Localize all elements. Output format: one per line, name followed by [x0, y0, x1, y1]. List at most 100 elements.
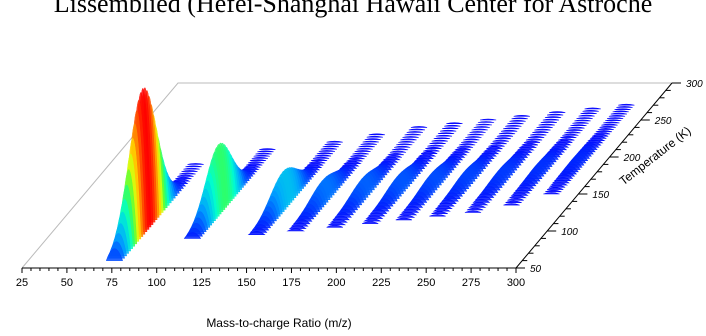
peak-slice [398, 141, 415, 143]
peak-slice [454, 147, 472, 151]
peak-slice [510, 192, 529, 196]
peak-slice [511, 117, 528, 120]
y-tick-label: 250 [654, 116, 672, 127]
peak-slice [316, 152, 334, 155]
peak-slice [466, 207, 484, 211]
peak-slice [366, 135, 383, 138]
y-tick-label: 200 [623, 153, 641, 164]
peak-slice [437, 202, 455, 207]
peak-slice [507, 122, 524, 125]
peak-slice [490, 141, 507, 145]
peak-series [503, 107, 601, 206]
x-tick-label: 125 [192, 277, 210, 289]
x-tick-label: 200 [327, 277, 345, 289]
peak-slice [404, 133, 421, 136]
peak-slice [288, 225, 307, 229]
peak-slice [396, 143, 413, 146]
peak-slice [591, 134, 609, 137]
peak-slice [181, 170, 198, 172]
peak-slice [410, 126, 428, 128]
peak-series [395, 118, 497, 221]
peak-slice [244, 165, 261, 168]
peak-slice [496, 134, 514, 137]
peak-slice [408, 128, 426, 131]
peak-slice [530, 133, 547, 136]
peak-series [247, 140, 343, 235]
peak-slice [553, 176, 572, 181]
peak-slice [385, 154, 402, 158]
peak-slice [469, 131, 486, 133]
peak-slice [616, 106, 633, 108]
peak-slice [551, 179, 570, 184]
peak-slice [364, 138, 381, 140]
peak-slice [420, 151, 438, 154]
peak-series [464, 111, 566, 213]
y-tick-label: 150 [592, 190, 609, 201]
peak-slice [473, 126, 490, 128]
peak-slice [365, 215, 384, 219]
peak-slice [354, 150, 371, 152]
peak-slice [352, 152, 369, 155]
peak-slice [505, 124, 522, 127]
peak-slice [465, 136, 482, 138]
peak-slice [391, 148, 409, 151]
peak-slice [434, 205, 453, 210]
peak-slice [542, 118, 560, 121]
x-axis-title: Mass-to-charge Ratio (m/z) [206, 316, 351, 330]
y-tick-label: 50 [530, 264, 542, 275]
peak-slice [433, 137, 450, 139]
peak-slice [549, 111, 566, 113]
peak-slice [401, 208, 420, 213]
peak-slice [467, 133, 484, 136]
peak-series [286, 133, 385, 232]
caption-fragment: Lissemblied (Hefei-Shanghai Hawaii Cente… [53, 0, 653, 18]
peak-slice [396, 214, 416, 218]
peak-slice [327, 221, 346, 226]
peak-slice [179, 172, 196, 175]
peak-slice [439, 129, 457, 132]
peak-slice [306, 162, 324, 166]
peak-slice [513, 114, 530, 117]
peak-slice [521, 142, 539, 146]
peak-slice [471, 128, 488, 131]
peak-slice [400, 138, 417, 141]
axes-layer: 25 50 75 100 125 150 175 200 225 250 275 300 Mass-to… [16, 79, 703, 330]
peak-slice [518, 144, 537, 148]
peak-slice [584, 107, 601, 110]
plot-frame [21, 82, 672, 269]
peak-slice [548, 184, 566, 188]
peaks-layer [105, 87, 635, 261]
peak-slice [590, 136, 607, 139]
peak-slice [246, 163, 263, 166]
peak-slice [544, 116, 562, 118]
peak-slice [431, 139, 448, 142]
peak-slice [356, 147, 373, 150]
peak-slice [582, 110, 599, 112]
peak-slice [442, 127, 459, 129]
peak-slice [249, 159, 267, 161]
peak-slice [472, 198, 491, 203]
peak-slice [508, 195, 527, 199]
peak-slice [599, 125, 616, 128]
peak-slice [257, 150, 274, 153]
peak-slice [597, 128, 614, 130]
peak-slice [474, 195, 493, 201]
peak-slice [558, 138, 575, 141]
peak-slice [606, 117, 624, 119]
peak-slice [444, 124, 461, 127]
peak-slice [527, 135, 545, 138]
peak-slice [566, 129, 583, 131]
peak-slice [326, 224, 343, 228]
peak-slice [464, 210, 482, 213]
peak-slice [393, 145, 411, 148]
peak-slice [576, 117, 593, 119]
peak-slice [363, 218, 382, 222]
peak-slice [310, 158, 328, 161]
peak-slice [320, 147, 337, 150]
peak-slice [463, 138, 480, 141]
peak-slice [402, 136, 419, 138]
peak-slice [498, 132, 516, 135]
peak-slice [479, 118, 497, 121]
peak-slice [507, 197, 524, 201]
peak-slice [105, 248, 123, 261]
